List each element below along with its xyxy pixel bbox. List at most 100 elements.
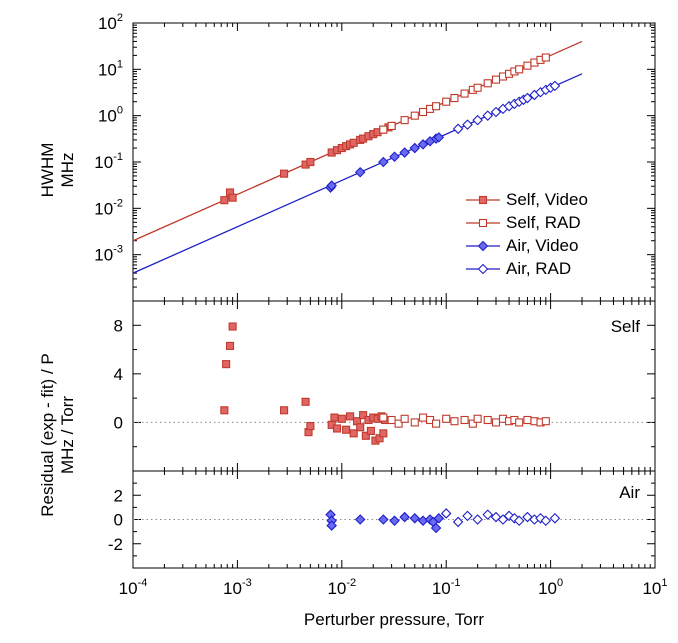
square-marker — [523, 61, 532, 70]
y-tick-label: 4 — [114, 365, 123, 384]
y-tick-label: 101 — [98, 58, 123, 79]
square-marker — [491, 418, 501, 427]
diamond-marker — [482, 110, 494, 121]
y-tick-label: 0 — [114, 413, 123, 432]
square-marker — [366, 426, 375, 435]
top-panel-frame — [132, 22, 656, 302]
diamond-marker — [409, 142, 421, 154]
residual-y-axis-label-line2: MHz / Torr — [58, 396, 77, 474]
residual-y-axis-label-line1: Residual (exp - fit) / P — [38, 353, 57, 516]
square-marker — [491, 75, 501, 84]
diamond-marker — [326, 180, 337, 191]
y-tick-label: 10-3 — [94, 244, 123, 265]
diamond-marker — [417, 139, 429, 150]
y-tick-label: 102 — [98, 12, 123, 33]
y-tick-label: 100 — [98, 105, 123, 126]
square-marker — [400, 116, 409, 125]
diamond-marker — [354, 167, 366, 178]
square-marker — [418, 107, 428, 117]
legend-label: Self, Video — [506, 190, 588, 209]
x-tick-label: 101 — [642, 577, 667, 598]
diamond-marker — [452, 516, 464, 528]
y-tick-label: 0 — [114, 511, 123, 530]
diamond-marker — [389, 515, 400, 526]
square-marker — [460, 415, 469, 425]
diamond-marker — [409, 513, 421, 524]
diamond-marker — [477, 263, 489, 275]
top-y-axis-label-line2: MHz — [58, 153, 77, 188]
y-tick-label: 10-2 — [94, 197, 123, 218]
square-marker — [410, 111, 419, 120]
square-marker — [394, 419, 403, 428]
square-marker — [280, 406, 289, 415]
square-marker — [515, 65, 524, 74]
legend-label: Self, RAD — [506, 213, 581, 232]
diamond-marker — [540, 515, 552, 526]
square-marker — [483, 79, 492, 88]
diamond-marker — [430, 522, 442, 534]
x-tick-label: 100 — [538, 577, 563, 598]
legend-label: Air, RAD — [506, 259, 571, 278]
square-marker — [418, 413, 428, 422]
square-marker — [379, 125, 388, 134]
legend: Self, Video Self, RAD Air, Video Air, RA… — [506, 190, 588, 278]
diamond-marker — [549, 513, 561, 524]
square-marker — [349, 429, 358, 438]
square-marker — [356, 423, 365, 432]
x-tick-label: 10-1 — [432, 577, 461, 598]
y-tick-label: 8 — [114, 316, 123, 335]
y-tick-label: 10-1 — [94, 151, 123, 172]
diamond-marker — [399, 147, 410, 158]
diamond-marker — [472, 114, 483, 126]
y-tick-label: -2 — [108, 535, 123, 554]
diamond-marker — [482, 509, 494, 520]
square-marker — [346, 412, 355, 421]
square-marker — [410, 418, 419, 427]
square-marker — [337, 414, 346, 423]
diamond-marker — [440, 508, 452, 519]
diamond-marker — [378, 514, 389, 525]
square-marker — [379, 413, 388, 422]
square-marker — [541, 53, 550, 62]
y-tick-label: 2 — [114, 486, 123, 505]
x-tick-label: 10-2 — [327, 577, 356, 598]
diamond-marker — [389, 151, 400, 162]
square-marker — [225, 341, 235, 350]
diamond-marker — [433, 132, 445, 143]
square-marker — [473, 414, 482, 423]
diamond-marker — [462, 119, 473, 130]
diamond-marker — [490, 106, 502, 118]
legend-label: Air, Video — [506, 236, 578, 255]
square-marker — [478, 218, 488, 228]
square-marker — [450, 94, 459, 103]
square-marker — [220, 406, 229, 415]
square-marker — [301, 397, 310, 406]
x-tick-label: 10-3 — [223, 577, 252, 598]
square-marker — [541, 417, 550, 426]
diamond-marker — [399, 511, 410, 523]
square-marker — [483, 415, 492, 425]
square-marker — [222, 360, 231, 369]
square-marker — [468, 419, 477, 428]
square-marker — [379, 429, 388, 438]
square-marker — [523, 415, 532, 425]
diamond-marker — [522, 92, 533, 104]
diamond-marker — [433, 513, 445, 524]
top-y-axis-label-line1: HWHM — [38, 143, 57, 198]
diamond-marker — [549, 80, 561, 92]
diamond-marker — [354, 514, 366, 525]
x-axis-label: Perturber pressure, Torr — [304, 610, 484, 629]
x-tick-label: 10-4 — [119, 577, 148, 598]
square-marker — [432, 419, 441, 428]
square-marker — [387, 415, 396, 425]
diamond-marker — [477, 240, 489, 252]
square-marker — [478, 195, 488, 205]
square-marker — [361, 431, 370, 440]
square-marker — [342, 425, 351, 434]
square-marker — [515, 418, 524, 427]
panel-label-air: Air — [619, 483, 640, 502]
square-marker — [450, 417, 459, 426]
diamond-marker — [462, 510, 473, 522]
diamond-marker — [378, 156, 389, 168]
